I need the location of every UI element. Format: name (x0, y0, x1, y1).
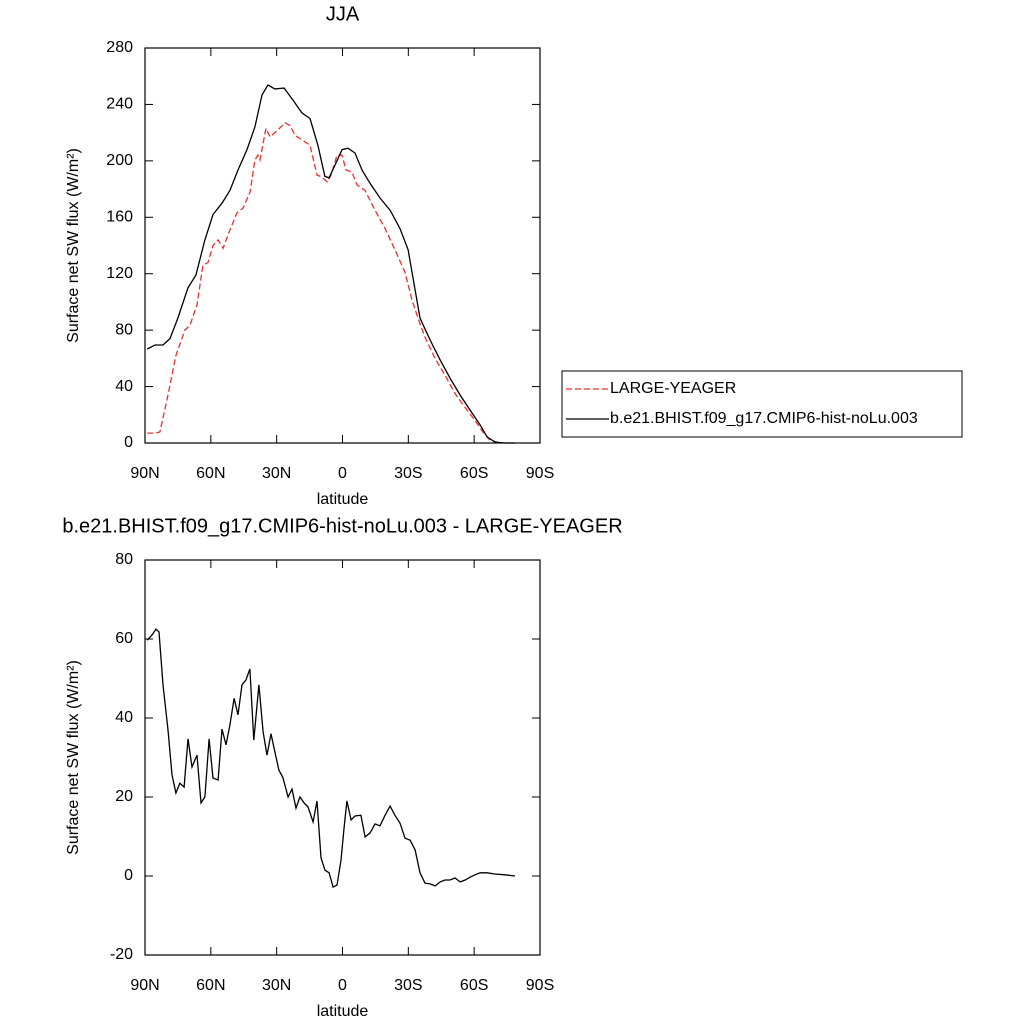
y-tick-label: 40 (115, 378, 133, 395)
y-axis-label: Surface net SW flux (W/m²) (65, 148, 82, 343)
x-tick-label: 90N (130, 465, 159, 482)
y-tick-label: 80 (115, 321, 133, 338)
plot-frame (144, 559, 541, 956)
y-tick-label: 20 (115, 788, 133, 805)
x-tick-label: 30S (394, 465, 422, 482)
data-line (146, 628, 516, 889)
chart-title: b.e21.BHIST.f09_g17.CMIP6-hist-noLu.003 … (62, 515, 622, 537)
y-tick-label: 200 (106, 152, 133, 169)
x-tick-label: 90S (526, 465, 554, 482)
x-tick-label: 90N (130, 977, 159, 994)
legend-box (561, 370, 963, 438)
data-line (146, 84, 515, 444)
y-tick-label: 0 (124, 867, 133, 884)
x-tick-label: 60S (460, 977, 488, 994)
y-tick-label: 0 (124, 434, 133, 451)
x-tick-label: 0 (338, 465, 347, 482)
data-line (147, 121, 501, 444)
legend-label: LARGE-YEAGER (610, 380, 736, 397)
x-tick-label: 30N (262, 977, 291, 994)
y-tick-label: 60 (115, 630, 133, 647)
x-tick-label: 0 (338, 977, 347, 994)
y-axis-label: Surface net SW flux (W/m²) (65, 660, 82, 855)
x-tick-label: 60N (196, 977, 225, 994)
y-tick-label: 40 (115, 709, 133, 726)
y-tick-label: 120 (106, 265, 133, 282)
x-tick-label: 60N (196, 465, 225, 482)
x-tick-label: 60S (460, 465, 488, 482)
chart-title: JJA (326, 3, 360, 25)
x-tick-label: 30S (394, 977, 422, 994)
x-axis-label: latitude (317, 1003, 369, 1020)
y-tick-label: 240 (106, 96, 133, 113)
legend-label: b.e21.BHIST.f09_g17.CMIP6-hist-noLu.003 (610, 410, 918, 427)
x-tick-label: 90S (526, 977, 554, 994)
x-axis-label: latitude (317, 491, 369, 508)
y-tick-label: -20 (110, 946, 133, 963)
y-tick-label: 160 (106, 209, 133, 226)
y-tick-label: 280 (106, 39, 133, 56)
plot-frame (144, 47, 541, 444)
x-tick-label: 30N (262, 465, 291, 482)
y-tick-label: 80 (115, 551, 133, 568)
